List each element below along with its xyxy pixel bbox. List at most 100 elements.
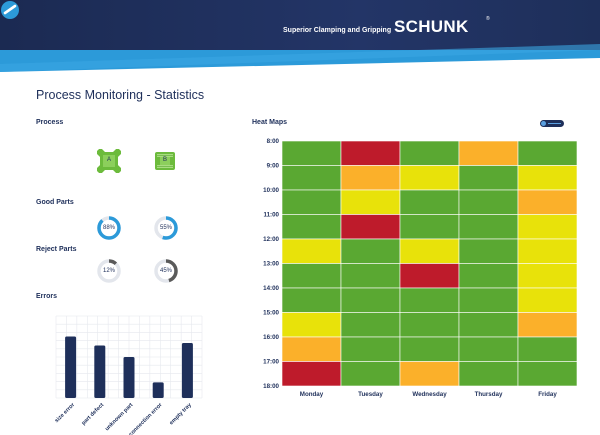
heatmap-cell[interactable] (517, 287, 578, 313)
good-parts-a-gauge (97, 216, 121, 240)
heat-maps-title: Heat Maps (252, 119, 288, 126)
heatmap-cell[interactable] (517, 140, 578, 166)
good-parts-b-gauge (154, 216, 178, 240)
heatmap-cell[interactable] (399, 336, 460, 362)
errors-category-label-4: empty tray (169, 402, 194, 427)
registered-mark: ® (486, 16, 490, 22)
heatmap-cell[interactable] (399, 312, 460, 338)
heatmap-cell[interactable] (281, 263, 342, 289)
errors-category-label-1: part defect (81, 402, 106, 427)
heatmap-time-label: 17:00 (263, 359, 279, 366)
heatmap-cell[interactable] (281, 287, 342, 313)
heatmap-cell[interactable] (281, 361, 342, 387)
errors-bar-4 (181, 343, 193, 398)
header-background (0, 0, 600, 72)
heatmap-day-label: Thursday (475, 391, 503, 398)
good-parts-a-gauge-fill (97, 216, 121, 240)
heatmap-cell[interactable] (517, 238, 578, 264)
toggle-knob (541, 121, 546, 126)
heatmap-time-label: 11:00 (264, 212, 280, 219)
heatmap-cell[interactable] (281, 189, 342, 215)
heatmap-cell[interactable] (458, 140, 519, 166)
heatmap-cell[interactable] (340, 140, 401, 166)
heatmap-cell[interactable] (458, 189, 519, 215)
heatmap-cell[interactable] (399, 214, 460, 240)
reject-parts-b-value: 45% (159, 268, 172, 274)
heatmap-cell[interactable] (340, 361, 401, 387)
heatmap-cell[interactable] (399, 238, 460, 264)
errors-category-label-0: size error (54, 402, 77, 425)
heatmap-cell[interactable] (340, 312, 401, 338)
heatmap-time-label: 10:00 (263, 187, 279, 194)
heatmap-cell[interactable] (517, 361, 578, 387)
good-parts-label: Good Parts (36, 199, 74, 206)
heatmap-cell[interactable] (399, 189, 460, 215)
heatmap-cell[interactable] (517, 214, 578, 240)
heatmap-time-label: 18:00 (263, 383, 279, 390)
heatmap-time-label: 15:00 (263, 310, 279, 317)
heatmap-day-label: Friday (538, 391, 557, 398)
errors-bar-3 (152, 382, 164, 398)
heatmap-cell[interactable] (340, 214, 401, 240)
heatmap-cell[interactable] (281, 214, 342, 240)
reject-parts-b-gauge-fill (154, 259, 178, 283)
heatmap-cell[interactable] (458, 214, 519, 240)
heatmap-cell[interactable] (517, 165, 578, 191)
heatmap-cell[interactable] (458, 287, 519, 313)
heatmap-cell[interactable] (281, 165, 342, 191)
heatmap-time-label: 12:00 (263, 236, 279, 243)
heatmap-cell[interactable] (399, 361, 460, 387)
errors-bar-1 (94, 345, 106, 398)
heatmap-time-label: 9:00 (267, 163, 280, 170)
heatmap-day-label: Tuesday (358, 391, 383, 398)
heatmap-cell[interactable] (340, 189, 401, 215)
brand-logo-text: SCHUNK (394, 17, 469, 36)
heatmap-cell[interactable] (340, 263, 401, 289)
heatmap-cell[interactable] (399, 165, 460, 191)
heatmap-cell[interactable] (517, 189, 578, 215)
process-b-gripper-icon[interactable] (153, 149, 177, 173)
heatmap-cell[interactable] (458, 336, 519, 362)
process-a-gripper-icon[interactable] (97, 149, 121, 173)
heatmap-cell[interactable] (517, 263, 578, 289)
reject-parts-a-gauge-fill (97, 259, 121, 283)
heatmap-cell[interactable] (340, 287, 401, 313)
page-title: Process Monitoring - Statistics (36, 88, 205, 102)
errors-bar-2 (123, 357, 135, 398)
heatmap-time-label: 14:00 (263, 285, 279, 292)
errors-bar-0 (65, 336, 77, 398)
heatmap-time-label: 13:00 (263, 261, 279, 268)
heatmap-toggle[interactable] (540, 120, 564, 127)
reject-parts-label: Reject Parts (36, 246, 77, 253)
heatmap-cell[interactable] (458, 312, 519, 338)
heatmap-cell[interactable] (281, 140, 342, 166)
heatmap-cell[interactable] (399, 140, 460, 166)
heatmap-cell[interactable] (458, 263, 519, 289)
errors-label: Errors (36, 293, 58, 300)
errors-category-label-2: unknown part (104, 402, 134, 432)
process-a-label: A (106, 157, 111, 163)
reject-parts-a-gauge (97, 259, 121, 283)
heatmap-chart: 8:00 9:00 10:00 11:00 12:00 13:00 14:00 15:00 16… (263, 138, 578, 398)
heatmap-cell[interactable] (458, 238, 519, 264)
heatmap-cell[interactable] (458, 165, 519, 191)
heatmap-cell[interactable] (458, 361, 519, 387)
heatmap-day-label: Monday (300, 391, 324, 398)
header-banner: Superior Clamping and Gripping SCHUNK ® (0, 0, 600, 72)
heatmap-cell[interactable] (517, 336, 578, 362)
heatmap-cell[interactable] (340, 238, 401, 264)
heatmap-cell[interactable] (340, 165, 401, 191)
brand-mark-icon (1, 1, 19, 19)
heatmap-cell[interactable] (517, 312, 578, 338)
heatmap-day-label: Wednesday (412, 391, 447, 398)
heatmap-time-label: 16:00 (263, 334, 279, 341)
heatmap-cell[interactable] (340, 336, 401, 362)
errors-bar-chart: size error part defect unknown partconnect… (54, 315, 203, 435)
heatmap-cell[interactable] (281, 312, 342, 338)
heatmap-cell[interactable] (399, 287, 460, 313)
heatmap-cell[interactable] (281, 336, 342, 362)
reject-parts-b-gauge (154, 259, 178, 283)
heatmap-cell[interactable] (281, 238, 342, 264)
process-b-label: B (162, 157, 167, 163)
heatmap-cell[interactable] (399, 263, 460, 289)
